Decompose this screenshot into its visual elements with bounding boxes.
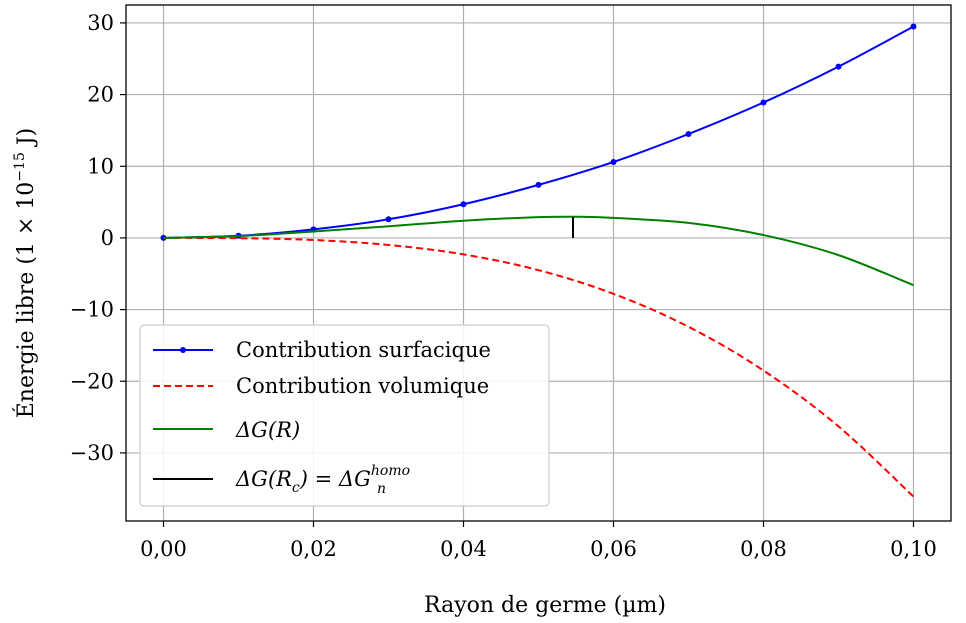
legend-label-volume: Contribution volumique: [236, 374, 489, 398]
x-tick-label: 0,00: [140, 537, 187, 561]
y-tick-label: −30: [70, 441, 114, 465]
x-tick-label: 0,02: [290, 537, 337, 561]
y-tick-label: 10: [87, 154, 114, 178]
y-tick-label: −10: [70, 298, 114, 322]
y-tick-label: 0: [101, 226, 114, 250]
series-point: [685, 131, 692, 137]
series-point: [535, 181, 542, 188]
series-line-delta-g: [163, 215, 914, 287]
legend-label-critical: ΔG(Rc) = ΔGhomo n: [235, 463, 410, 497]
series-point: [910, 23, 917, 30]
x-tick-label: 0,10: [890, 537, 937, 561]
plot-frame: [125, 4, 952, 522]
x-tick-label: 0,04: [440, 537, 487, 561]
legend: Contribution surfacique Contribution vol…: [139, 324, 550, 507]
y-axis-label: Énergie libre (1 × 10−15 J): [12, 128, 39, 419]
series-point: [835, 63, 842, 70]
series-layer: [160, 23, 917, 498]
series-point: [385, 216, 392, 223]
series-line-volume: [163, 236, 915, 498]
y-tick-label: 20: [87, 83, 114, 107]
y-tick-label: −20: [70, 369, 114, 393]
legend-label-surface: Contribution surfacique: [236, 338, 491, 362]
y-tick-label: 30: [87, 11, 114, 35]
series-point: [460, 201, 467, 208]
ticks: 0,00 0,02 0,04 0,06 0,08 0,10 30 20 10 0 −10 −20 −30: [70, 11, 937, 561]
x-tick-label: 0,06: [590, 537, 637, 561]
series-point: [610, 158, 617, 165]
legend-box: [139, 324, 550, 507]
series-point: [760, 99, 767, 106]
legend-label-delta-g: ΔG(R): [235, 418, 300, 442]
x-tick-label: 0,08: [740, 537, 787, 561]
x-axis-label: Rayon de germe (µm): [424, 593, 666, 618]
legend-marker-surface: [180, 347, 186, 353]
series-line-surface: [163, 25, 914, 239]
